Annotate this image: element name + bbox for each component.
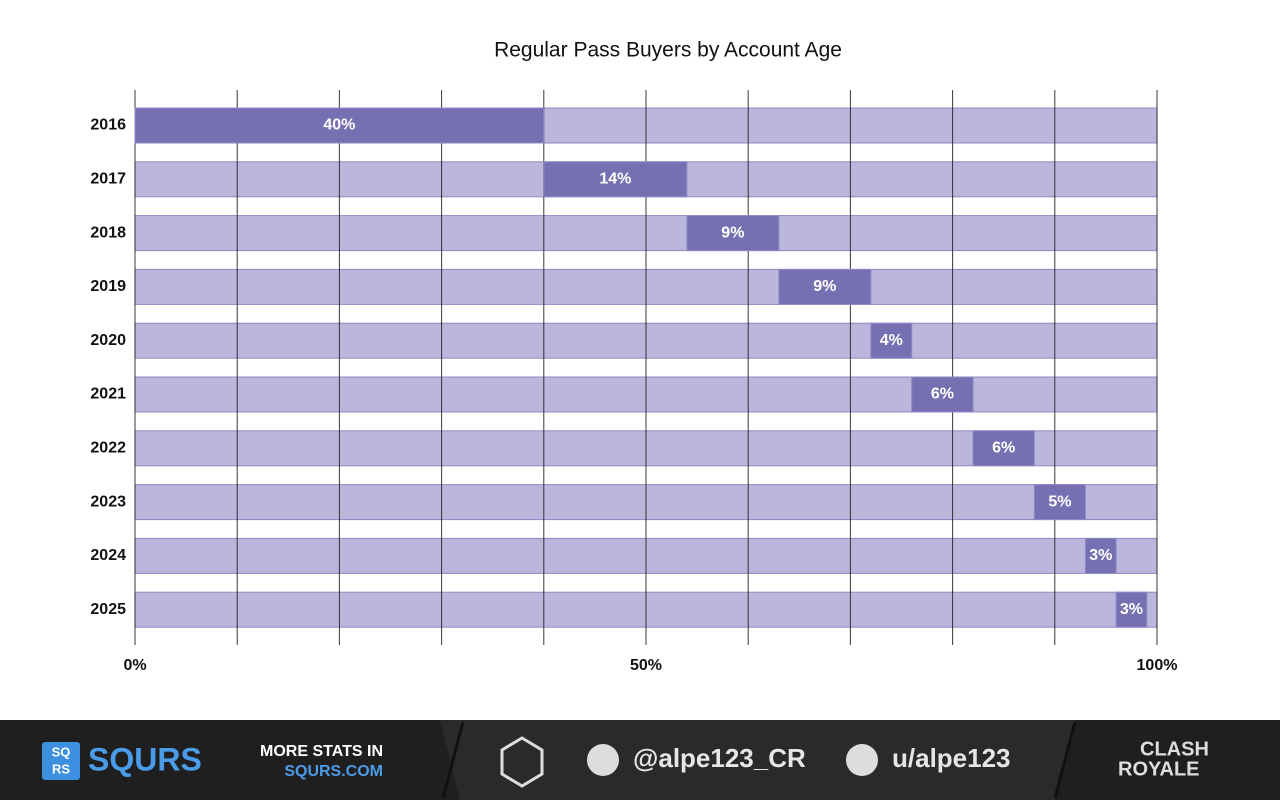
data-label: 4% bbox=[880, 332, 903, 349]
bar bbox=[870, 322, 913, 359]
data-label: 5% bbox=[1048, 493, 1071, 510]
footer-panel bbox=[440, 720, 1075, 800]
y-tick-label: 2018 bbox=[90, 224, 126, 241]
y-tick-label: 2023 bbox=[90, 493, 126, 510]
reddit-icon[interactable] bbox=[846, 744, 878, 776]
footer: SQ RS SQURS MORE STATS IN SQURS.COM @alp… bbox=[0, 720, 1280, 800]
x-tick-label: 100% bbox=[1137, 657, 1178, 674]
divider bbox=[1053, 721, 1077, 799]
bar bbox=[1115, 591, 1148, 628]
hex-icon bbox=[500, 736, 544, 788]
bar bbox=[543, 161, 688, 198]
game-logo: ROYALE bbox=[1118, 758, 1200, 780]
x-tick-label: 50% bbox=[630, 657, 662, 674]
bar bbox=[686, 215, 780, 252]
y-tick-label: 2022 bbox=[90, 440, 126, 457]
logo-text: SQ bbox=[52, 744, 71, 759]
twitter-handle[interactable]: @alpe123_CR bbox=[633, 743, 806, 773]
twitter-icon[interactable] bbox=[587, 744, 619, 776]
divider bbox=[441, 721, 465, 799]
brand: SQURS bbox=[88, 741, 202, 777]
logo-text: RS bbox=[52, 761, 70, 776]
y-tick-label: 2021 bbox=[90, 386, 126, 403]
data-label: 3% bbox=[1089, 547, 1112, 564]
bar bbox=[134, 107, 545, 144]
plot: 0% 50% 100% 2016 40% 2017 14% 2018 9% 2019 9% 2020 4… bbox=[90, 90, 1177, 674]
y-tick-label: 2019 bbox=[90, 278, 126, 295]
y-tick-label: 2025 bbox=[90, 601, 126, 618]
y-tick-label: 2024 bbox=[90, 547, 126, 564]
data-label: 3% bbox=[1120, 601, 1143, 618]
data-label: 9% bbox=[721, 224, 744, 241]
data-label: 14% bbox=[599, 171, 631, 188]
chart-title: Regular Pass Buyers by Account Age bbox=[494, 39, 842, 62]
bar bbox=[1084, 537, 1117, 574]
data-label: 9% bbox=[813, 278, 836, 295]
bar bbox=[1033, 484, 1086, 521]
promo: MORE STATS IN bbox=[260, 743, 383, 760]
data-label: 40% bbox=[323, 117, 355, 134]
x-tick-label: 0% bbox=[123, 657, 146, 674]
site-link[interactable]: SQURS.COM bbox=[284, 763, 383, 780]
y-tick-label: 2016 bbox=[90, 117, 126, 134]
data-label: 6% bbox=[931, 386, 954, 403]
bar bbox=[972, 430, 1035, 467]
bar bbox=[911, 376, 974, 413]
y-tick-label: 2017 bbox=[90, 171, 126, 188]
reddit-handle[interactable]: u/alpe123 bbox=[892, 743, 1011, 773]
bar bbox=[778, 268, 872, 305]
y-tick-label: 2020 bbox=[90, 332, 126, 349]
data-label: 6% bbox=[992, 440, 1015, 457]
game-logo: CLASH bbox=[1140, 738, 1209, 760]
logo-box bbox=[42, 742, 80, 780]
